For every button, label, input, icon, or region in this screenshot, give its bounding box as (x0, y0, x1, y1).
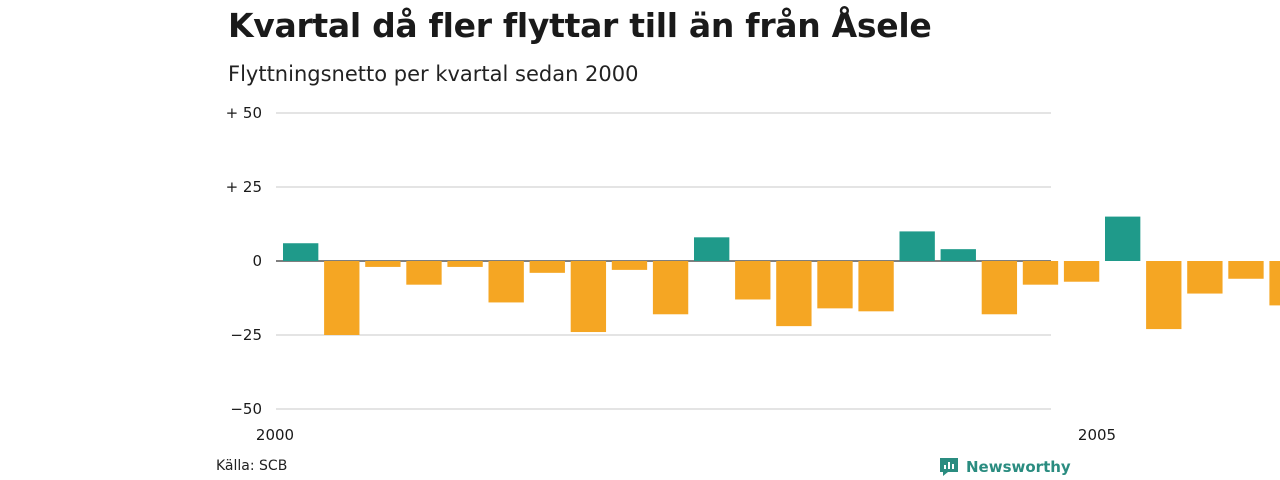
bar (1187, 261, 1223, 294)
y-tick-label: −25 (230, 326, 262, 344)
bar (858, 261, 894, 312)
bar (817, 261, 853, 309)
bar (406, 261, 442, 285)
axis-labels: + 50+ 250−25−5020002005201020152020 (226, 104, 1117, 444)
y-tick-label: 0 (252, 252, 262, 270)
bar (447, 261, 483, 267)
x-tick-label: 2000 (256, 426, 294, 444)
bar (1105, 216, 1141, 261)
y-tick-label: + 25 (226, 178, 262, 196)
brand-name: Newsworthy (966, 458, 1071, 476)
bar (899, 231, 935, 261)
bar (1063, 261, 1100, 282)
bar (1228, 261, 1264, 279)
brand-logo[interactable]: Newsworthy (938, 456, 1071, 478)
bar (283, 243, 319, 261)
bar (694, 237, 730, 261)
bar (488, 261, 524, 303)
chart-subtitle: Flyttningsnetto per kvartal sedan 2000 (228, 62, 639, 86)
bar (365, 261, 401, 267)
bar (981, 261, 1018, 315)
bar (1146, 261, 1182, 330)
bar (570, 261, 607, 333)
bar (611, 261, 648, 270)
bar (529, 261, 565, 273)
chart-title: Kvartal då fler flyttar till än från Åse… (228, 6, 932, 45)
bar (1022, 261, 1059, 285)
y-tick-label: −50 (230, 400, 262, 418)
bar (324, 261, 360, 335)
bar (1269, 261, 1280, 306)
source-note: Källa: SCB (216, 458, 288, 474)
newsworthy-logo-icon (940, 458, 958, 476)
y-tick-label: + 50 (226, 104, 262, 122)
x-tick-label: 2005 (1078, 426, 1116, 444)
bars (283, 216, 1280, 335)
bar (940, 249, 976, 261)
bar (776, 261, 812, 327)
bar (652, 261, 689, 315)
bar (735, 261, 771, 300)
